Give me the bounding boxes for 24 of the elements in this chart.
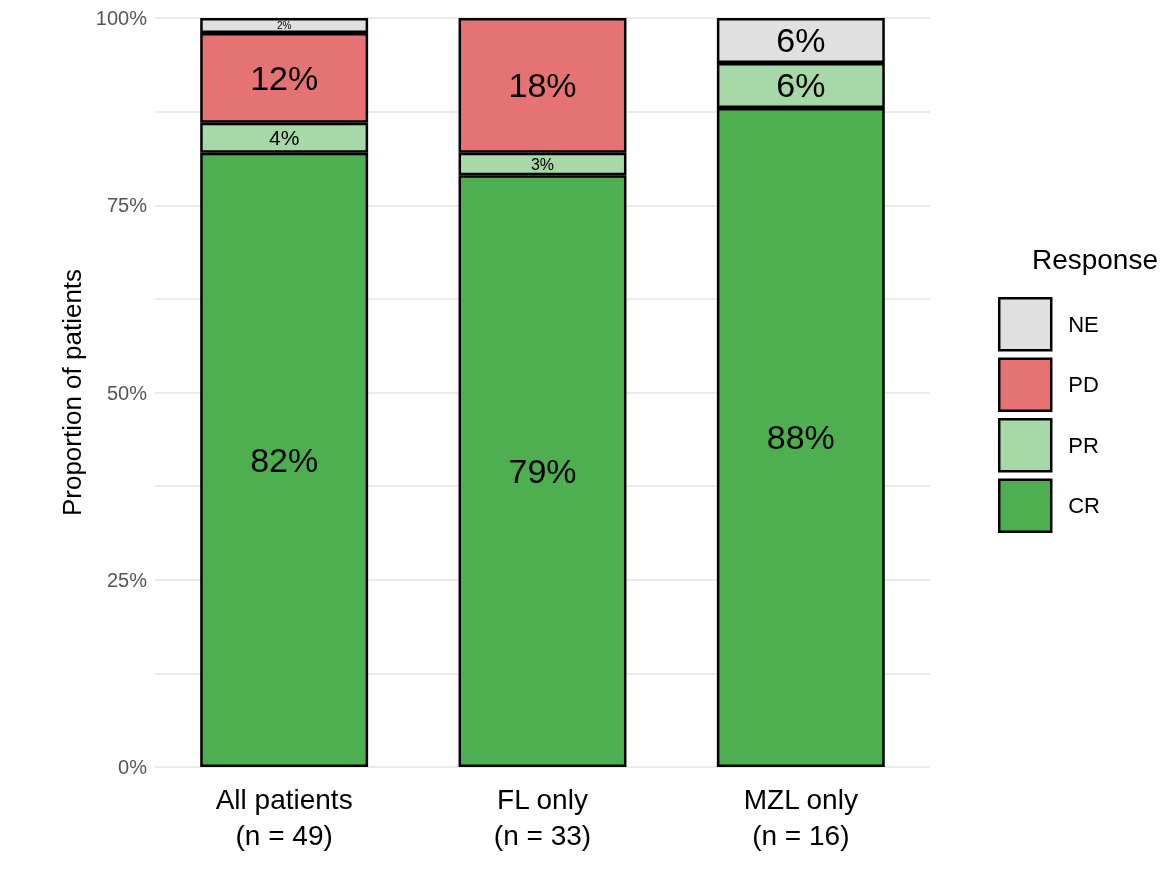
data-label: 3% — [530, 155, 555, 173]
data-label: 79% — [508, 452, 577, 491]
legend-title: Response — [1031, 243, 1159, 275]
y-tick-label: 50% — [106, 381, 148, 404]
y-tick-label: 0% — [118, 756, 148, 778]
legend-label: PD — [1068, 372, 1099, 398]
data-label: 6% — [776, 66, 826, 105]
legend-label: PR — [1068, 432, 1099, 458]
data-label: 12% — [250, 58, 319, 97]
data-label: 82% — [250, 440, 319, 479]
x-tick-label: All patients (n = 49) — [215, 783, 353, 851]
data-label: 4% — [268, 126, 300, 150]
data-label: 18% — [508, 66, 577, 105]
y-tick-label: 100% — [95, 7, 148, 29]
data-label: 6% — [776, 21, 826, 60]
y-tick-label: 75% — [106, 194, 148, 217]
data-label: 2% — [276, 19, 292, 31]
y-axis-title: Proportion of patients — [56, 268, 87, 517]
x-tick-label: MZL only (n = 16) — [743, 783, 858, 851]
y-tick-label: 25% — [106, 568, 148, 591]
x-tick-label: FL only (n = 33) — [493, 783, 592, 851]
legend-label: NE — [1068, 311, 1099, 337]
data-label: 88% — [766, 418, 835, 457]
legend-label: CR — [1068, 493, 1101, 519]
